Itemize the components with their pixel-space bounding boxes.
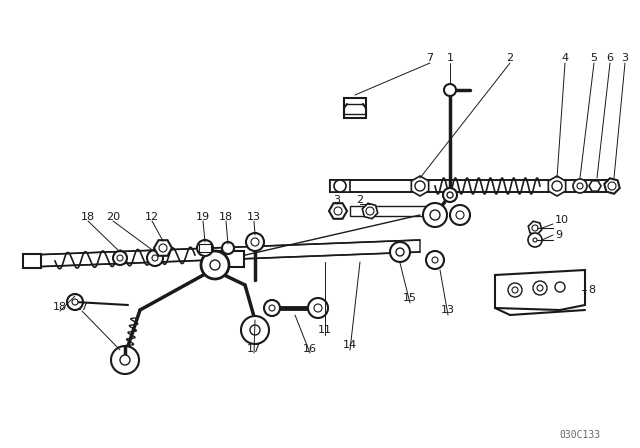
Circle shape — [147, 250, 163, 266]
Circle shape — [113, 251, 127, 265]
Circle shape — [197, 240, 213, 256]
Bar — [216, 251, 244, 267]
Text: 10: 10 — [555, 215, 569, 225]
Circle shape — [573, 179, 587, 193]
Circle shape — [241, 316, 269, 344]
Circle shape — [432, 257, 438, 263]
Circle shape — [334, 180, 346, 192]
Text: 1: 1 — [447, 53, 454, 63]
Text: 4: 4 — [561, 53, 568, 63]
Text: 11: 11 — [318, 325, 332, 335]
Circle shape — [537, 285, 543, 291]
Circle shape — [456, 211, 464, 219]
Text: 7: 7 — [426, 53, 433, 63]
Circle shape — [444, 84, 456, 96]
Circle shape — [201, 251, 229, 279]
Text: 15: 15 — [403, 293, 417, 303]
Circle shape — [555, 282, 565, 292]
Polygon shape — [350, 206, 430, 216]
Polygon shape — [589, 181, 601, 191]
Text: 5: 5 — [591, 53, 598, 63]
Polygon shape — [528, 221, 542, 235]
Circle shape — [269, 305, 275, 311]
Text: 17: 17 — [247, 344, 261, 354]
Text: 2: 2 — [506, 53, 513, 63]
Circle shape — [426, 251, 444, 269]
Bar — [23, 254, 41, 268]
Circle shape — [508, 283, 522, 297]
Circle shape — [366, 207, 374, 215]
Polygon shape — [412, 176, 429, 196]
Circle shape — [450, 205, 470, 225]
Text: 18: 18 — [53, 302, 67, 312]
Text: 19: 19 — [196, 212, 210, 222]
Text: 12: 12 — [145, 212, 159, 222]
Text: 18: 18 — [81, 212, 95, 222]
Circle shape — [251, 238, 259, 246]
Circle shape — [111, 346, 139, 374]
Text: 6: 6 — [607, 53, 614, 63]
Text: 18: 18 — [219, 212, 233, 222]
Text: 030C133: 030C133 — [559, 430, 600, 440]
Circle shape — [430, 210, 440, 220]
Polygon shape — [329, 203, 347, 219]
Circle shape — [528, 233, 542, 247]
Polygon shape — [30, 240, 420, 267]
Text: 20: 20 — [106, 212, 120, 222]
Circle shape — [577, 183, 583, 189]
Circle shape — [533, 238, 537, 242]
Text: 9: 9 — [555, 230, 562, 240]
Polygon shape — [548, 176, 566, 196]
Circle shape — [334, 207, 342, 215]
Circle shape — [72, 299, 78, 305]
Polygon shape — [495, 270, 585, 310]
Text: 3: 3 — [333, 195, 340, 205]
Bar — [330, 181, 610, 191]
Polygon shape — [330, 180, 610, 192]
Circle shape — [512, 287, 518, 293]
Circle shape — [533, 281, 547, 295]
Circle shape — [532, 225, 538, 231]
Text: 2: 2 — [356, 195, 364, 205]
Circle shape — [396, 248, 404, 256]
Circle shape — [246, 233, 264, 251]
Circle shape — [443, 188, 457, 202]
Polygon shape — [154, 240, 172, 256]
Circle shape — [117, 255, 123, 261]
Circle shape — [314, 304, 322, 312]
Text: 13: 13 — [247, 212, 261, 222]
Circle shape — [447, 192, 453, 198]
Circle shape — [423, 203, 447, 227]
Circle shape — [159, 244, 167, 252]
Text: 8: 8 — [588, 285, 595, 295]
Text: 13: 13 — [441, 305, 455, 315]
Polygon shape — [604, 178, 620, 194]
Text: 16: 16 — [303, 344, 317, 354]
Circle shape — [308, 298, 328, 318]
Bar — [344, 98, 366, 118]
Circle shape — [120, 355, 130, 365]
Circle shape — [250, 325, 260, 335]
Text: 3: 3 — [621, 53, 628, 63]
Circle shape — [210, 260, 220, 270]
Circle shape — [390, 242, 410, 262]
Circle shape — [152, 255, 158, 261]
Circle shape — [415, 181, 425, 191]
Circle shape — [264, 300, 280, 316]
Bar — [330, 180, 350, 192]
Circle shape — [608, 182, 616, 190]
Circle shape — [67, 294, 83, 310]
Text: 17: 17 — [75, 302, 89, 312]
Bar — [199, 244, 211, 252]
Polygon shape — [362, 203, 378, 219]
Circle shape — [552, 181, 562, 191]
Circle shape — [222, 242, 234, 254]
Text: 14: 14 — [343, 340, 357, 350]
